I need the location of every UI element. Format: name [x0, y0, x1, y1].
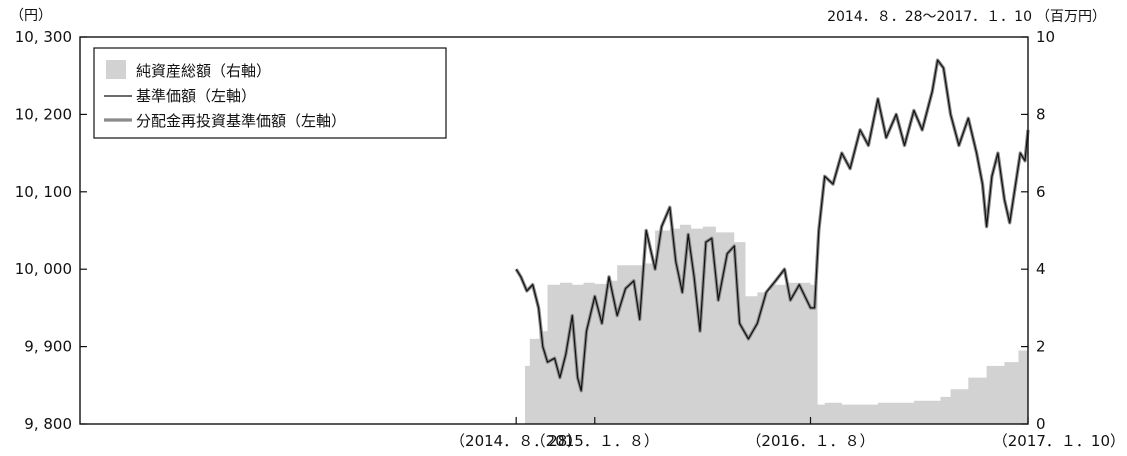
net-assets-area: [516, 224, 1028, 424]
legend-box: [93, 47, 447, 139]
left-axis-tick-label: 10, 300: [15, 28, 72, 46]
legend-label-net-assets: 純資産総額（右軸）: [136, 62, 271, 80]
x-axis-tick-label: （2015．１．８）: [531, 432, 659, 450]
right-axis-tick-label: 10: [1036, 28, 1055, 46]
legend-label-reinvest: 分配金再投資基準価額（左軸）: [136, 112, 346, 130]
right-axis-unit: （百万円）: [1036, 9, 1106, 25]
right-axis-tick-label: 8: [1036, 105, 1046, 123]
left-axis-tick-label: 10, 200: [15, 105, 72, 123]
date-range: 2014．８．28～2017．１．10: [827, 9, 1032, 25]
right-axis-tick-label: 6: [1036, 183, 1046, 201]
right-axis-tick-label: 0: [1036, 415, 1046, 433]
x-axis-tick-label: （2016．１．８）: [746, 432, 874, 450]
right-axis-tick-label: 2: [1036, 338, 1046, 356]
left-axis-tick-label: 10, 000: [15, 260, 72, 278]
net-assets-area-path: [516, 224, 1028, 424]
right-axis: 0 2 4 6 8 10: [1021, 28, 1055, 433]
right-axis-tick-label: 4: [1036, 260, 1046, 278]
left-axis-tick-label: 10, 100: [15, 183, 72, 201]
left-axis-tick-label: 9, 900: [24, 338, 72, 356]
plot-frame: [79, 36, 1029, 425]
nav-line-path: [515, 59, 1029, 392]
x-axis-tick-label: （2017．１．10）: [993, 432, 1125, 450]
x-axis: （2014．８．28）（2015．１．８） （2016．１．８） （2017．１．1…: [450, 417, 1125, 450]
left-axis-tick-label: 9, 800: [24, 415, 72, 433]
nav-line: [515, 59, 1029, 392]
left-axis: 9, 800 9, 900 10, 000 10, 100 10, 200 10, 300: [15, 28, 87, 433]
x-axis-tick-label: （2014．８．28）: [450, 432, 582, 450]
legend-swatch-net-assets: [106, 60, 126, 79]
legend: 純資産総額（右軸） 基準価額（左軸） 分配金再投資基準価額（左軸）: [93, 47, 447, 139]
left-axis-unit: （円）: [10, 8, 52, 24]
legend-label-nav: 基準価額（左軸）: [136, 87, 256, 105]
